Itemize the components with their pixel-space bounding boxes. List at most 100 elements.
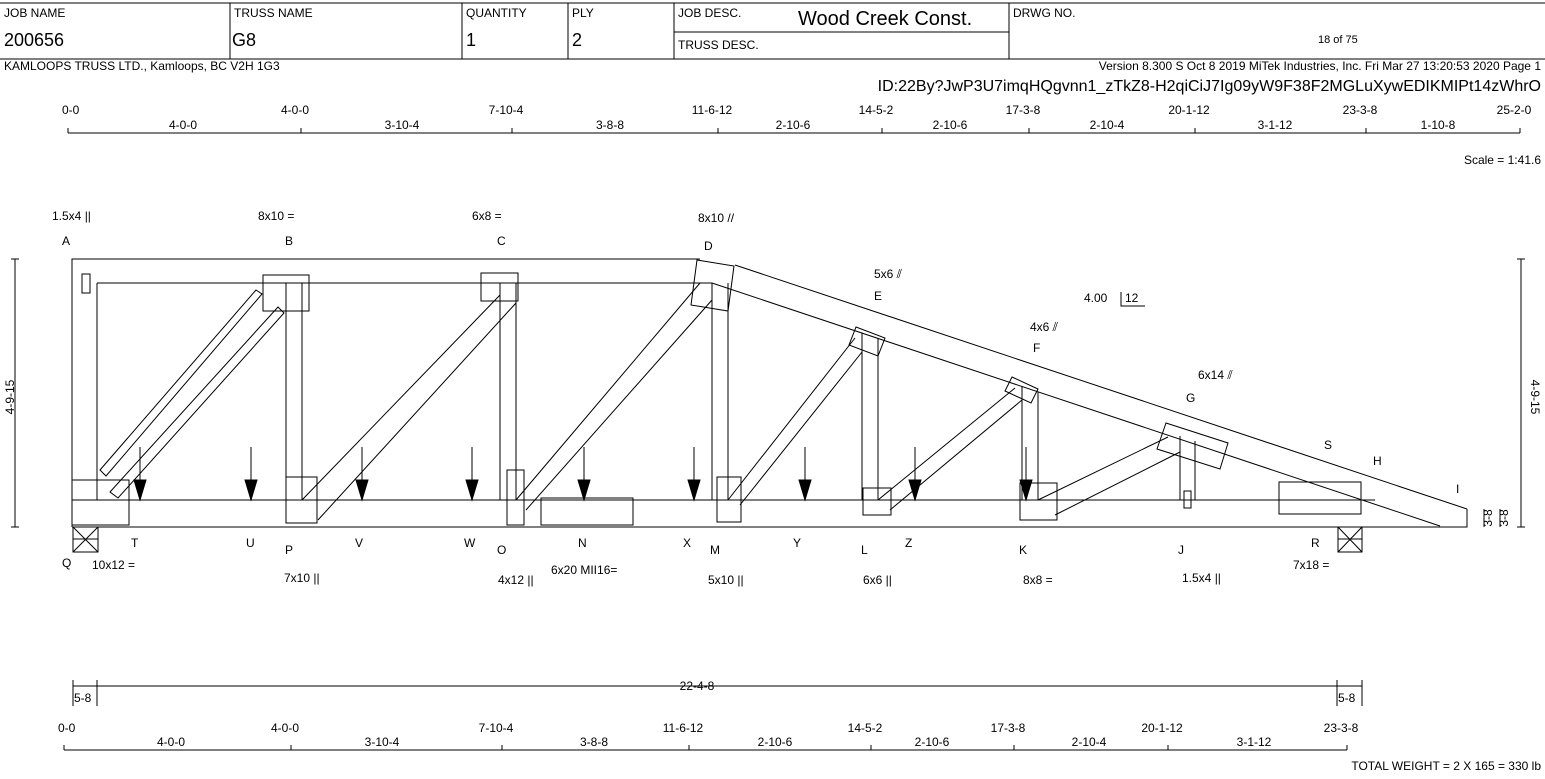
dimension-span: 1-10-8: [1421, 118, 1456, 132]
dimension-span: 2-10-6: [776, 118, 811, 132]
dimension-mark: 20-1-12: [1141, 721, 1183, 735]
end-height: 3-8: [1497, 509, 1511, 527]
plate-label: 6x14 ⫽: [1198, 368, 1233, 382]
joint-label: N: [578, 536, 587, 550]
plate-label: 6x20 MII16=: [551, 563, 617, 577]
dimension-mark: 14-5-2: [859, 103, 894, 117]
dimension-mark: 17-3-8: [991, 721, 1026, 735]
pitch-run: 12: [1125, 291, 1139, 305]
truss-drawing: JOB NAME200656TRUSS NAMEG8QUANTITY1PLY2J…: [0, 0, 1545, 774]
joint-label: V: [355, 536, 363, 550]
joint-label: J: [1178, 543, 1184, 557]
joint-label: G: [1186, 391, 1195, 405]
plate-label: 5x10 ||: [708, 573, 744, 587]
load-arrow-head: [909, 480, 921, 500]
load-arrow-head: [356, 480, 368, 500]
dimension-span: 2-10-6: [758, 735, 793, 749]
dimension-mark: 4-0-0: [281, 103, 309, 117]
joint-label: A: [62, 234, 70, 248]
dimension-span: 3-1-12: [1258, 118, 1293, 132]
joint-label: H: [1373, 454, 1382, 468]
overall-span: 22-4-8: [680, 679, 715, 693]
dimension-mark: 11-6-12: [692, 103, 733, 117]
label: TRUSS DESC.: [678, 38, 759, 52]
dimension-mark: 17-3-8: [1006, 103, 1041, 117]
label: QUANTITY: [466, 6, 527, 20]
dimension-span: 2-10-6: [915, 735, 950, 749]
plate-label: 8x10 //: [698, 211, 735, 225]
dimension-span: 3-1-12: [1237, 735, 1272, 749]
joint-label: L: [861, 543, 868, 557]
dimension-span: 2-10-4: [1090, 118, 1125, 132]
dimension-mark: 7-10-4: [479, 721, 514, 735]
label: DRWG NO.: [1013, 6, 1075, 20]
dimension-mark: 0-0: [62, 103, 80, 117]
dimension-span: 2-10-4: [1072, 735, 1107, 749]
end-height: 3-8: [1481, 509, 1495, 527]
dimension-mark: 23-3-8: [1324, 721, 1359, 735]
joint-label: X: [683, 536, 691, 550]
dimension-span: 4-0-0: [169, 118, 197, 132]
plate-label: 1.5x4 ||: [52, 209, 91, 223]
value: 2: [572, 30, 582, 50]
joint-label: F: [1033, 341, 1040, 355]
joint-label: C: [497, 234, 506, 248]
dimension-span: 3-8-8: [596, 118, 624, 132]
plate-label: 4x12 ||: [498, 573, 534, 587]
overall-left: 5-8: [74, 691, 92, 705]
joint-label: K: [1019, 543, 1027, 557]
total-weight: TOTAL WEIGHT = 2 X 165 = 330 lb: [1351, 759, 1541, 773]
version: Version 8.300 S Oct 8 2019 MiTek Industr…: [1099, 59, 1542, 73]
job-desc: Wood Creek Const.: [798, 8, 972, 30]
dimension-mark: 7-10-4: [489, 103, 524, 117]
load-arrow-head: [799, 480, 811, 500]
plate-label: 7x18 =: [1293, 558, 1329, 572]
drawing-number: 18 of 75: [1318, 34, 1358, 46]
plate-label: 4x6 ⫽: [1030, 320, 1059, 334]
dimension-mark: 20-1-12: [1168, 103, 1210, 117]
value: 1: [466, 30, 476, 50]
label: TRUSS NAME: [234, 6, 313, 20]
joint-label: B: [285, 234, 293, 248]
dimension-mark: 0-0: [58, 721, 76, 735]
joint-label: M: [710, 543, 720, 557]
joint-label: P: [285, 543, 293, 557]
company: KAMLOOPS TRUSS LTD., Kamloops, BC V2H 1G…: [4, 59, 280, 73]
value: G8: [232, 30, 256, 50]
joint-label: R: [1311, 536, 1320, 550]
dimension-span: 2-10-6: [933, 118, 968, 132]
joint-label: T: [131, 536, 139, 550]
joint-label: D: [704, 239, 713, 253]
load-arrow-head: [578, 480, 590, 500]
pitch-rise: 4.00: [1084, 291, 1108, 305]
value: 200656: [4, 30, 64, 50]
plate-label: 7x10 ||: [284, 571, 320, 585]
dimension-span: 3-10-4: [365, 735, 400, 749]
joint-label: Q: [62, 556, 71, 570]
plate-label: 6x8 =: [472, 209, 502, 223]
joint-label: E: [874, 289, 882, 303]
scale: Scale = 1:41.6: [1464, 153, 1541, 167]
dimension-mark: 4-0-0: [271, 721, 299, 735]
load-arrow-head: [245, 480, 257, 500]
plate-label: 8x8 =: [1023, 573, 1053, 587]
dimension-mark: 25-2-0: [1497, 103, 1532, 117]
joint-label: Y: [793, 536, 801, 550]
load-arrow-head: [134, 480, 146, 500]
joint-label: Z: [905, 536, 912, 550]
dimension-span: 3-10-4: [385, 118, 420, 132]
label: PLY: [572, 6, 594, 20]
dimension-mark: 14-5-2: [848, 721, 883, 735]
dimension-span: 3-8-8: [580, 735, 608, 749]
height-left: 4-9-15: [3, 379, 17, 414]
joint-label: S: [1324, 438, 1332, 452]
joint-label: I: [1456, 482, 1459, 496]
loads: [134, 447, 1032, 500]
joint-label: W: [464, 536, 476, 550]
dimension-mark: 11-6-12: [663, 721, 704, 735]
plate-label: 5x6 ⫽: [874, 267, 903, 281]
overall-right: 5-8: [1338, 691, 1356, 705]
label: JOB DESC.: [678, 6, 741, 20]
dimension-mark: 23-3-8: [1343, 103, 1378, 117]
plate-label: 1.5x4 ||: [1182, 571, 1221, 585]
